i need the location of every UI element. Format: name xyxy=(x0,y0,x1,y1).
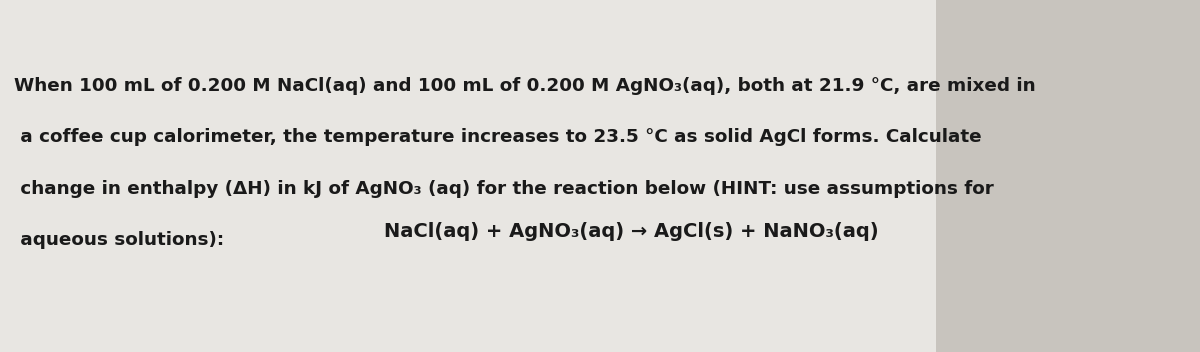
Text: aqueous solutions):: aqueous solutions): xyxy=(14,231,224,249)
Text: NaCl(aq) + AgNO₃(aq) → AgCl(s) + NaNO₃(aq): NaCl(aq) + AgNO₃(aq) → AgCl(s) + NaNO₃(a… xyxy=(384,222,878,241)
Text: a coffee cup calorimeter, the temperature increases to 23.5 °C as solid AgCl for: a coffee cup calorimeter, the temperatur… xyxy=(14,128,982,146)
FancyBboxPatch shape xyxy=(0,0,936,352)
Text: When 100 mL of 0.200 M NaCl(aq) and 100 mL of 0.200 M AgNO₃(aq), both at 21.9 °C: When 100 mL of 0.200 M NaCl(aq) and 100 … xyxy=(14,77,1036,95)
Text: change in enthalpy (ΔH) in kJ of AgNO₃ (aq) for the reaction below (HINT: use as: change in enthalpy (ΔH) in kJ of AgNO₃ (… xyxy=(14,180,994,197)
